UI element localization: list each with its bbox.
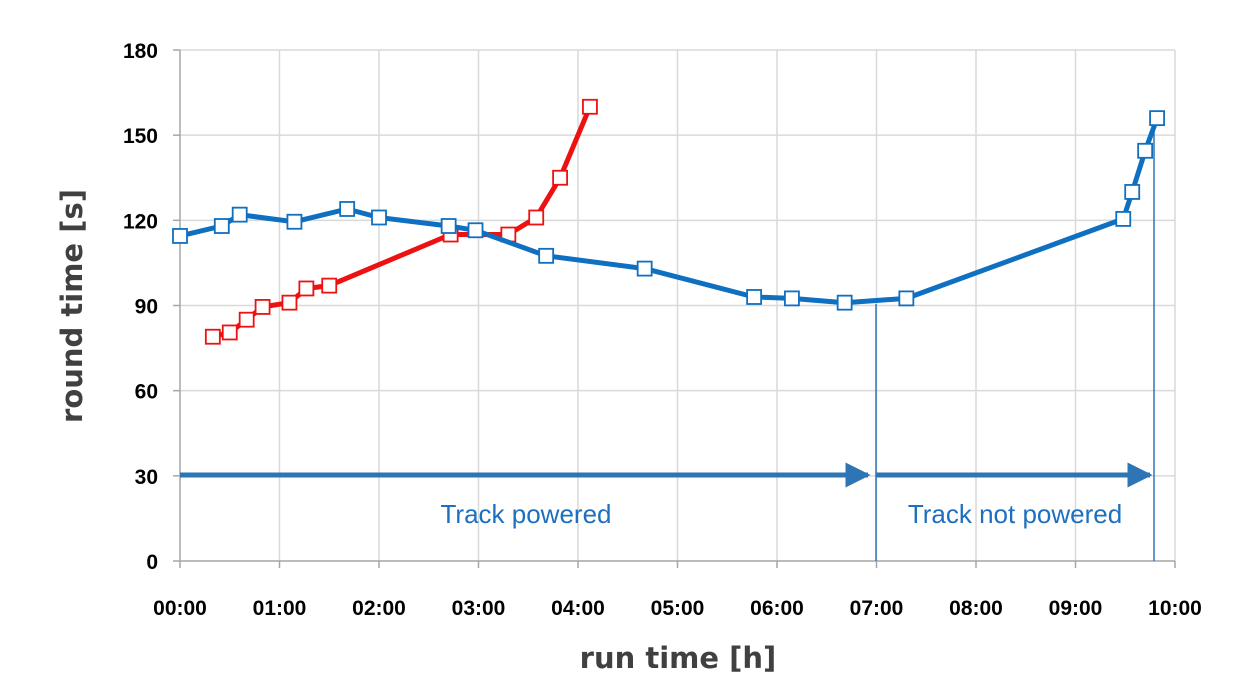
series (172, 98, 1165, 345)
data-point-red (582, 98, 598, 115)
y-tick-label: 120 (123, 210, 158, 233)
data-point-blue (538, 247, 555, 264)
y-tick-label: 0 (146, 551, 158, 574)
y-tick-label: 150 (123, 125, 158, 148)
data-point-blue (1124, 184, 1141, 200)
data-point-blue (746, 289, 763, 305)
x-tick-label: 10:00 (1148, 597, 1202, 620)
x-tick-label: 00:00 (153, 597, 207, 620)
data-point-red (254, 299, 271, 315)
data-point-blue (231, 206, 248, 223)
axes: 00:00 01:00 02:00 03:00 04:00 05:00 06:00 07:00… (123, 40, 1202, 620)
data-point-blue (636, 260, 653, 277)
data-point-blue (1149, 110, 1165, 127)
x-tick-label: 03:00 (452, 597, 506, 620)
x-tick-label: 04:00 (551, 597, 605, 620)
data-point-red (528, 209, 545, 226)
data-point-red (204, 328, 221, 345)
track-not-powered-label: Track not powered (908, 499, 1122, 529)
data-point-red (238, 311, 255, 328)
data-point-blue (371, 209, 387, 226)
y-axis-title: round time [s] (55, 189, 89, 423)
x-tick-label: 06:00 (750, 597, 804, 620)
y-tick-label: 180 (123, 40, 158, 63)
data-point-red (221, 324, 238, 341)
series-line-blue (179, 117, 1160, 306)
x-tick-label: 08:00 (949, 597, 1003, 620)
y-tick-label: 90 (135, 296, 158, 319)
data-point-blue (1137, 142, 1154, 159)
data-point-blue (339, 201, 356, 217)
data-point-red (281, 294, 298, 311)
x-axis-title: run time [h] (580, 641, 777, 675)
grid (180, 49, 1176, 561)
x-tick-label: 07:00 (850, 597, 904, 620)
data-point-blue (172, 228, 188, 244)
data-point-blue (213, 218, 230, 234)
data-point-blue (286, 213, 303, 230)
data-point-red (552, 169, 568, 186)
y-tick-label: 60 (135, 381, 158, 404)
data-point-red (321, 277, 338, 294)
data-point-blue (898, 290, 915, 307)
annotations: Track powered Track not powered (180, 119, 1155, 561)
x-tick-label: 01:00 (253, 597, 307, 620)
y-tick-label: 30 (135, 466, 158, 489)
track-powered-label: Track powered (441, 499, 612, 529)
data-point-blue (467, 222, 484, 239)
x-tick-label: 09:00 (1049, 597, 1103, 620)
data-point-blue (1115, 211, 1132, 227)
x-tick-label: 02:00 (352, 597, 406, 620)
data-point-blue (836, 294, 853, 311)
data-point-red (298, 280, 315, 297)
x-tick-label: 05:00 (651, 597, 705, 620)
data-point-blue (440, 218, 457, 234)
data-point-blue (784, 290, 800, 307)
